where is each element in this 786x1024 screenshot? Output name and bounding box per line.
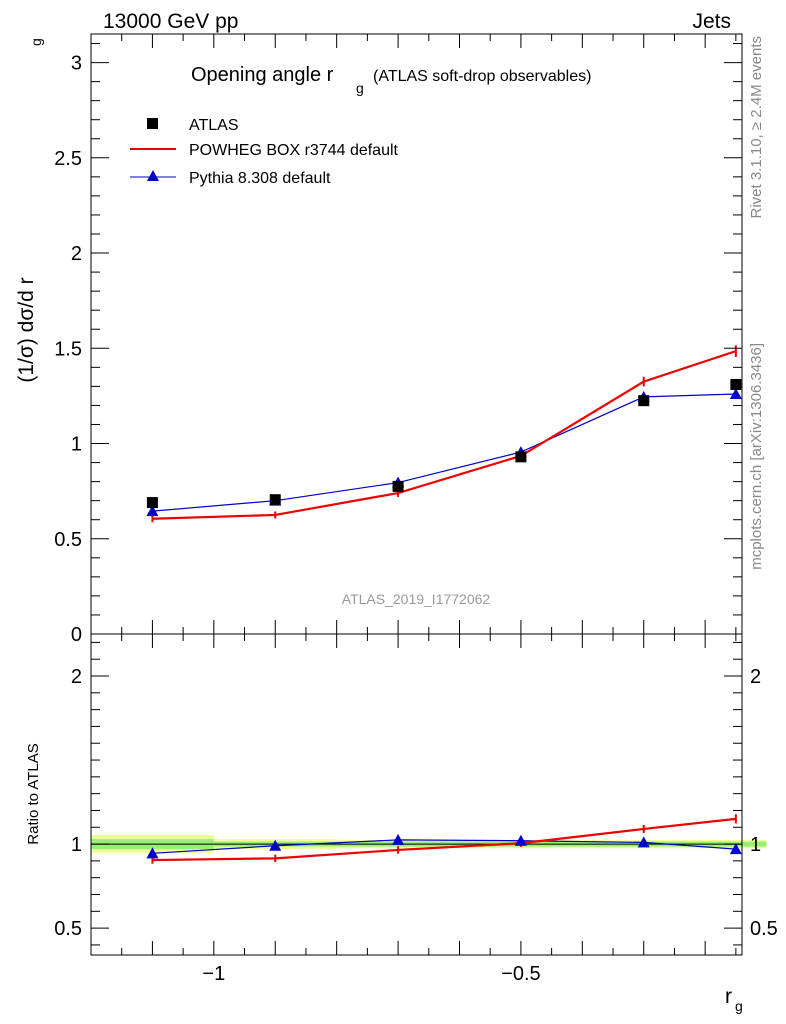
analysis-label: ATLAS_2019_I1772062 <box>342 591 491 607</box>
x-tick-label: −1 <box>202 963 225 985</box>
legend-label-atlas: ATLAS <box>189 117 239 134</box>
ratio-pythia-point <box>392 833 405 845</box>
y-tick-label: 2 <box>71 243 82 265</box>
y-tick-label: 3 <box>71 53 82 75</box>
y-tick-label: 0.5 <box>54 529 82 551</box>
series-line-powheg <box>152 350 737 520</box>
ratio-line-powheg <box>152 817 736 862</box>
x-axis-label: r <box>725 985 732 1008</box>
ratio-pythia-point <box>146 847 159 859</box>
y-tick-label: 2.5 <box>54 148 82 170</box>
atlas-point <box>638 395 650 407</box>
legend-marker-pythia <box>147 170 159 181</box>
series-line-pythia <box>152 393 736 512</box>
y-tick-label: 1.5 <box>54 338 82 360</box>
ratio-pythia-point <box>269 839 282 851</box>
ratio-y-tick-label-right: 0.5 <box>750 918 778 940</box>
header-right-label: Jets <box>692 10 731 33</box>
rivet-version-label: Rivet 3.1.10, ≥ 2.4M events <box>748 36 765 219</box>
ratio-y-tick-label-right: 1 <box>750 834 761 856</box>
main-panel: 0 0.5 1 1.5 2 2.5 3 Opening angle r g (ATLAS s… <box>15 33 743 646</box>
ratio-pythia-point <box>637 836 650 848</box>
x-tick-label: −0.5 <box>501 963 540 985</box>
y-axis-label-subscript: g <box>28 38 44 46</box>
ratio-y-axis-label: Ratio to ATLAS <box>25 743 42 844</box>
atlas-point <box>515 451 527 463</box>
chart-title: Opening angle r <box>191 64 334 86</box>
y-axis-label-group: (1/σ) dσ/d r <box>15 277 38 382</box>
mcplots-label: mcplots.cern.ch [arXiv:1306.3436] <box>748 343 765 570</box>
x-axis-label-subscript: g <box>735 998 743 1014</box>
y-tick-label: 1 <box>71 434 82 456</box>
x-axis-label-main: r <box>725 985 732 1008</box>
header-left-label: 13000 GeV pp <box>103 10 238 33</box>
ratio-frame <box>90 633 743 956</box>
ratio-y-tick-label-left: 2 <box>71 666 82 688</box>
y-tick-label: 0 <box>71 624 82 646</box>
pythia-point <box>729 388 742 399</box>
legend: ATLAS POWHEG BOX r3744 default Pythia 8.… <box>130 117 399 187</box>
y-axis-label: (1/σ) dσ/d r <box>15 277 38 382</box>
chart-title-subscript: g <box>356 80 364 96</box>
ratio-pythia-point <box>729 843 742 855</box>
chart-title-suffix: (ATLAS soft-drop observables) <box>373 68 591 85</box>
legend-label-powheg: POWHEG BOX r3744 default <box>189 142 399 159</box>
ratio-y-tick-label-left: 1 <box>71 834 82 856</box>
atlas-point <box>269 494 281 506</box>
ratio-y-tick-label-left: 0.5 <box>54 918 82 940</box>
atlas-point <box>146 497 158 509</box>
ratio-line-pythia <box>152 839 736 854</box>
chart-title-main: Opening angle r <box>191 64 334 86</box>
ratio-pythia-point <box>514 834 527 846</box>
atlas-point <box>392 480 404 492</box>
ratio-panel: 0.5 0.5 1 1 2 2 Ratio to ATLAS <box>25 633 778 956</box>
y-axis-label-main: (1/σ) dσ/d r <box>15 277 38 382</box>
ratio-y-tick-label-right: 2 <box>750 666 761 688</box>
atlas-point <box>730 378 742 390</box>
legend-label-pythia: Pythia 8.308 default <box>189 170 331 187</box>
pythia-point <box>146 505 159 517</box>
legend-marker-atlas <box>147 118 158 129</box>
